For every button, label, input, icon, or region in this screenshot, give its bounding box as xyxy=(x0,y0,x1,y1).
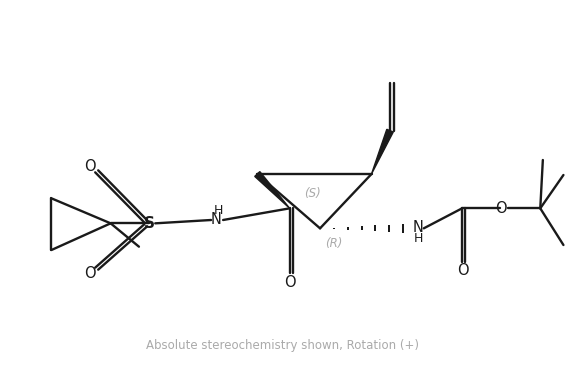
Text: S: S xyxy=(144,216,155,231)
Text: N: N xyxy=(211,212,221,226)
Polygon shape xyxy=(255,171,290,208)
Text: (R): (R) xyxy=(325,237,342,250)
Text: O: O xyxy=(84,266,96,281)
Text: O: O xyxy=(284,275,295,290)
Text: H: H xyxy=(213,204,223,216)
Text: O: O xyxy=(495,201,507,216)
Text: O: O xyxy=(84,159,96,174)
Text: N: N xyxy=(413,220,423,235)
Text: H: H xyxy=(414,232,423,245)
Text: Absolute stereochemistry shown, Rotation (+): Absolute stereochemistry shown, Rotation… xyxy=(147,340,419,353)
Polygon shape xyxy=(371,129,393,174)
Text: O: O xyxy=(457,263,469,278)
Text: (S): (S) xyxy=(305,187,321,200)
